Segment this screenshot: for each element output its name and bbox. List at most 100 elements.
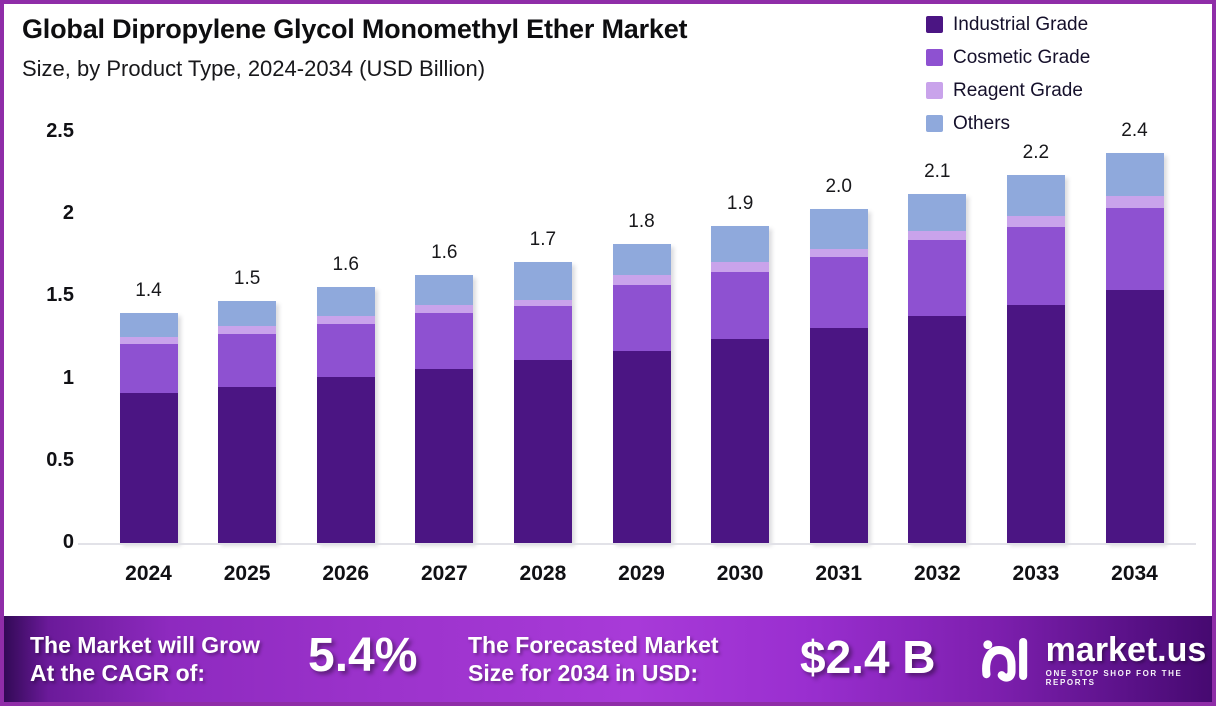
x-tick-label: 2033 — [1012, 562, 1060, 585]
bar-2025 — [218, 301, 277, 543]
bar-segment-others — [218, 301, 277, 326]
bar-segment-industrial-grade — [1105, 289, 1164, 543]
bar-segment-others — [1006, 174, 1065, 216]
bar-segment-reagent-grade — [119, 337, 178, 345]
bar-2026 — [316, 286, 375, 543]
bar-segment-reagent-grade — [316, 316, 375, 325]
brand-name: market.us — [1045, 630, 1207, 669]
x-tick-label: 2030 — [716, 562, 764, 585]
bar-segment-cosmetic-grade — [119, 344, 178, 394]
footer-banner: The Market will Grow At the CAGR of: 5.4… — [0, 616, 1216, 706]
legend-item-industrial-grade: Industrial Grade — [926, 8, 1090, 41]
bar-segment-others — [415, 275, 474, 305]
bar-segment-reagent-grade — [1105, 196, 1164, 208]
bar-total-label: 2.0 — [825, 176, 852, 198]
legend-swatch-icon — [926, 16, 943, 33]
bar-segment-reagent-grade — [1006, 215, 1065, 228]
x-tick-label: 2032 — [913, 562, 961, 585]
bar-total-label: 1.8 — [628, 210, 655, 232]
legend-item-reagent-grade: Reagent Grade — [926, 74, 1090, 107]
legend: Industrial Grade Cosmetic Grade Reagent Gr… — [926, 8, 1090, 140]
legend-label: Industrial Grade — [953, 13, 1089, 35]
bar-segment-others — [809, 209, 868, 249]
bar-total-label: 1.7 — [529, 228, 557, 250]
x-tick-label: 2031 — [815, 562, 863, 585]
x-tick-label: 2029 — [618, 562, 665, 585]
legend-swatch-icon — [926, 115, 943, 132]
bar-total-label: 2.2 — [1022, 141, 1050, 163]
bar-segment-cosmetic-grade — [1006, 227, 1065, 305]
bar-segment-cosmetic-grade — [612, 284, 671, 351]
bar-2029 — [612, 243, 671, 543]
bar-total-label: 2.1 — [924, 161, 951, 183]
bar-segment-industrial-grade — [415, 368, 474, 543]
bar-segment-industrial-grade — [119, 393, 178, 543]
legend-label: Others — [953, 112, 1011, 134]
legend-item-others: Others — [926, 107, 1090, 140]
bar-segment-cosmetic-grade — [1105, 207, 1164, 290]
bar-segment-reagent-grade — [513, 299, 572, 307]
bar-segment-others — [711, 225, 770, 262]
bar-segment-others — [908, 194, 967, 231]
bar-segment-others — [1105, 153, 1164, 197]
legend-swatch-icon — [926, 49, 943, 66]
bar-segment-industrial-grade — [316, 376, 375, 543]
bar-total-label: 1.6 — [332, 253, 359, 275]
bar-segment-others — [316, 286, 375, 317]
bar-segment-reagent-grade — [711, 261, 770, 272]
bar-segment-others — [513, 261, 572, 300]
legend-label: Reagent Grade — [953, 79, 1083, 101]
chart-title: Global Dipropylene Glycol Monomethyl Eth… — [22, 14, 688, 44]
bar-2030 — [711, 225, 770, 543]
bar-segment-reagent-grade — [612, 275, 671, 285]
cagr-value: 5.4% — [308, 629, 418, 682]
bar-segment-cosmetic-grade — [415, 312, 474, 369]
bar-total-label: 1.9 — [726, 192, 754, 214]
y-tick-label: 0 — [62, 531, 74, 553]
bar-segment-industrial-grade — [612, 350, 671, 543]
chart-subtitle: Size, by Product Type, 2024-2034 (USD Bi… — [22, 56, 486, 81]
bar-total-label: 1.5 — [233, 268, 261, 290]
y-tick-label: 1.5 — [46, 284, 74, 307]
bar-2028 — [513, 261, 572, 543]
bar-segment-industrial-grade — [711, 339, 770, 543]
bar-total-label: 1.4 — [135, 279, 162, 301]
brand-tagline: ONE STOP SHOP FOR THE REPORTS — [1045, 668, 1183, 687]
bar-segment-cosmetic-grade — [711, 271, 770, 340]
x-tick-label: 2028 — [519, 562, 567, 585]
forecast-value: $2.4 B — [800, 631, 936, 683]
bar-2032 — [908, 194, 967, 543]
bar-segment-others — [612, 243, 671, 276]
market-us-logo-icon — [982, 637, 1028, 682]
x-axis-line — [78, 543, 1196, 545]
bar-segment-cosmetic-grade — [809, 256, 868, 328]
forecast-label: The Forecasted Market Size for 2034 in U… — [468, 632, 719, 686]
bar-2033 — [1006, 174, 1065, 543]
x-tick-label: 2025 — [223, 562, 271, 585]
bar-segment-others — [119, 312, 178, 338]
bar-segment-cosmetic-grade — [908, 240, 967, 317]
bar-segment-cosmetic-grade — [513, 306, 572, 361]
bar-segment-reagent-grade — [809, 248, 868, 257]
bar-segment-industrial-grade — [218, 386, 277, 543]
bar-segment-cosmetic-grade — [316, 324, 375, 377]
bar-segment-reagent-grade — [908, 230, 967, 241]
x-tick-label: 2034 — [1111, 562, 1158, 585]
y-tick-label: 2 — [62, 202, 74, 225]
brand-logo: market.us ONE STOP SHOP FOR THE REPORTS — [982, 630, 1216, 688]
bar-segment-industrial-grade — [1006, 304, 1065, 543]
legend-swatch-icon — [926, 82, 943, 99]
y-tick-label: 0.5 — [46, 448, 74, 471]
x-tick-label: 2026 — [322, 562, 370, 585]
brand-text-block: market.us ONE STOP SHOP FOR THE REPORTS — [1046, 632, 1216, 687]
cagr-label: The Market will Grow At the CAGR of: — [30, 632, 261, 686]
bar-2027 — [415, 275, 474, 543]
y-tick-label: 2.5 — [46, 120, 74, 142]
legend-item-cosmetic-grade: Cosmetic Grade — [926, 41, 1090, 74]
legend-label: Cosmetic Grade — [953, 46, 1091, 68]
x-tick-label: 2024 — [125, 562, 172, 585]
bar-2031 — [809, 209, 868, 543]
bar-segment-industrial-grade — [809, 327, 868, 543]
bar-total-label: 1.6 — [431, 242, 458, 264]
